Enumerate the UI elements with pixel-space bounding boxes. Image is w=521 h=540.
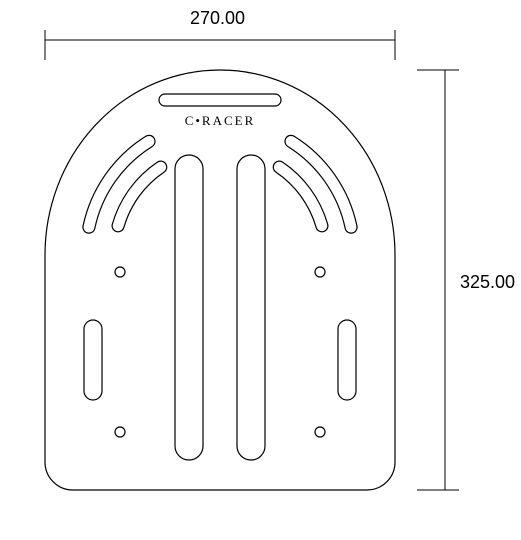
- top-slot: [159, 94, 281, 106]
- center-slot: [237, 155, 265, 460]
- arc-slot-left: [112, 161, 167, 232]
- width-dimension: 270.00: [190, 8, 245, 29]
- height-dimension: 325.00: [460, 272, 515, 293]
- brand-text: C•RACER: [185, 113, 256, 128]
- side-slot: [338, 320, 356, 400]
- arc-slot-right: [273, 161, 328, 232]
- mounting-hole: [115, 267, 125, 277]
- mounting-hole: [315, 267, 325, 277]
- mounting-hole: [315, 427, 325, 437]
- plate-outline: [45, 70, 395, 490]
- arc-slot-right: [285, 135, 357, 233]
- center-slot: [175, 155, 203, 460]
- arc-slot-left: [83, 135, 155, 233]
- mounting-hole: [115, 427, 125, 437]
- side-slot: [84, 320, 102, 400]
